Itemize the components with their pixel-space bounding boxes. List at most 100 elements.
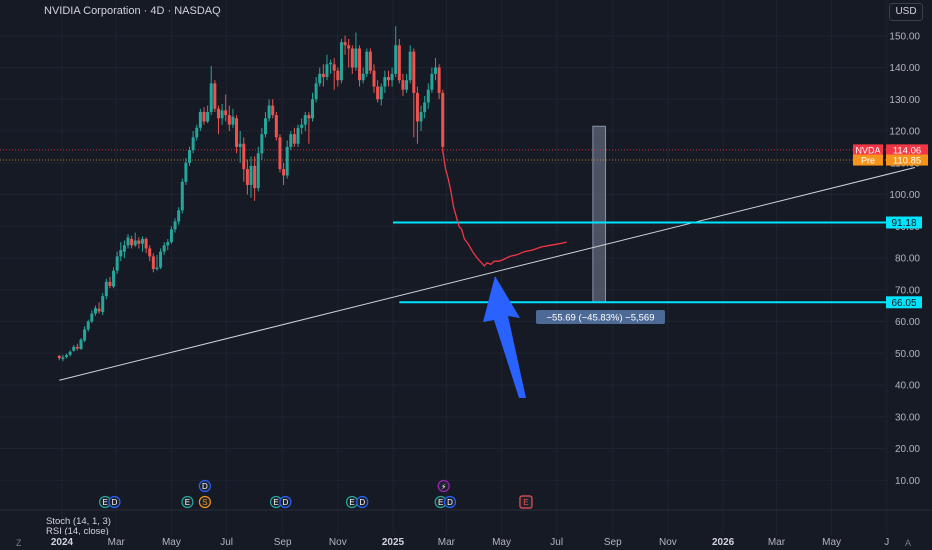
candle-body — [274, 115, 278, 138]
candle — [148, 245, 152, 262]
candle — [318, 67, 322, 87]
candle-body — [314, 83, 318, 100]
candle — [126, 234, 130, 249]
candle — [332, 57, 336, 90]
dividend-marker-label: D — [282, 498, 288, 507]
hline-tag: 66.05 — [886, 296, 922, 309]
candle — [401, 73, 405, 97]
candle-body — [376, 86, 380, 100]
event-markers: E D EDS E D E D⚡E D E — [99, 479, 533, 509]
candle — [415, 86, 419, 144]
price-tag-value: 110.85 — [893, 156, 921, 167]
candle-body — [441, 92, 445, 147]
dividend-marker — [279, 495, 292, 509]
y-tick-label: 150.00 — [889, 31, 920, 42]
earnings-marker-label: E — [349, 498, 354, 507]
x-tick-label: 2024 — [51, 537, 74, 548]
y-tick-label: 80.00 — [895, 254, 920, 265]
candle — [372, 64, 376, 93]
news-marker — [437, 479, 450, 493]
candle-body — [430, 73, 434, 90]
candle-body — [169, 229, 173, 243]
candle — [263, 111, 267, 138]
candle-body — [198, 111, 202, 128]
candle-body — [311, 99, 315, 119]
candle — [397, 38, 401, 84]
candle-body — [137, 240, 141, 244]
candle-body — [379, 86, 383, 100]
candle-body — [307, 115, 311, 119]
corner-left-label[interactable]: Z — [16, 538, 22, 548]
x-tick-label: Jul — [550, 537, 563, 548]
candle — [227, 105, 231, 131]
measure-label-bg — [536, 310, 665, 324]
candle-body — [365, 51, 369, 74]
price-tag-value: 114.06 — [893, 145, 921, 156]
event-marker-upcoming: E — [519, 495, 533, 509]
candle — [72, 344, 76, 352]
price-tag-name-bg — [853, 154, 883, 166]
candle-body — [347, 45, 351, 49]
candle — [350, 45, 354, 74]
candle — [336, 67, 340, 87]
candle-body — [112, 270, 116, 287]
candle — [296, 124, 300, 147]
candle — [412, 48, 416, 138]
event-marker-flash: ⚡ — [437, 479, 450, 493]
candle-body — [405, 80, 409, 90]
candle — [112, 267, 116, 289]
x-tick-label: Sep — [274, 537, 292, 548]
candle-body — [206, 111, 210, 122]
dividend-marker-label: D — [359, 498, 365, 507]
candle-body — [122, 245, 126, 252]
price-tag-nvda: NVDA 114.06 — [853, 144, 928, 156]
candle-body — [354, 48, 358, 68]
candle-body — [249, 165, 253, 185]
candle — [140, 236, 144, 252]
candle — [220, 104, 224, 125]
stoch-indicator-label[interactable]: Stoch (14, 1, 3) — [46, 516, 111, 527]
candle — [314, 77, 318, 103]
candle-body — [394, 45, 398, 74]
earnings-marker — [181, 495, 194, 509]
candle-body — [155, 267, 159, 270]
candle — [343, 35, 347, 55]
candle-body — [372, 70, 376, 87]
measure-label: −55.69 (−45.83%) −5,569 — [536, 310, 665, 324]
candle — [108, 277, 112, 289]
currency-button[interactable]: USD — [889, 3, 923, 21]
candle — [224, 94, 228, 122]
measure-label-text: −55.69 (−45.83%) −5,569 — [546, 313, 654, 324]
candle-body — [224, 110, 228, 116]
symbol-title[interactable]: NVIDIA Corporation · 4D · NASDAQ — [44, 5, 221, 17]
rsi-indicator-label[interactable]: RSI (14, close) — [46, 526, 109, 535]
candle-body — [423, 102, 427, 112]
candle — [231, 108, 235, 128]
candle-body — [162, 245, 166, 252]
arrow-drawing — [483, 276, 526, 398]
candle — [358, 45, 362, 87]
x-tick-label: 2026 — [712, 537, 735, 548]
candle — [405, 73, 409, 93]
x-tick-label: Mar — [768, 537, 786, 548]
event-marker-dividend: D — [356, 495, 369, 509]
dividend-marker — [443, 495, 457, 509]
x-tick-label: May — [822, 537, 841, 548]
candle — [90, 310, 94, 324]
y-tick-label: 140.00 — [889, 63, 920, 74]
x-tick-label: Mar — [108, 537, 126, 548]
candle — [61, 354, 65, 362]
candle — [292, 127, 296, 147]
candles — [57, 26, 445, 362]
candle-body — [390, 73, 394, 81]
candle — [325, 54, 329, 81]
corner-right-label[interactable]: A — [905, 538, 912, 548]
candle-body — [415, 92, 419, 122]
candle — [184, 157, 188, 185]
candle-body — [358, 48, 362, 81]
candle — [307, 111, 311, 144]
candle-body — [303, 115, 307, 125]
candle-body — [321, 73, 325, 78]
